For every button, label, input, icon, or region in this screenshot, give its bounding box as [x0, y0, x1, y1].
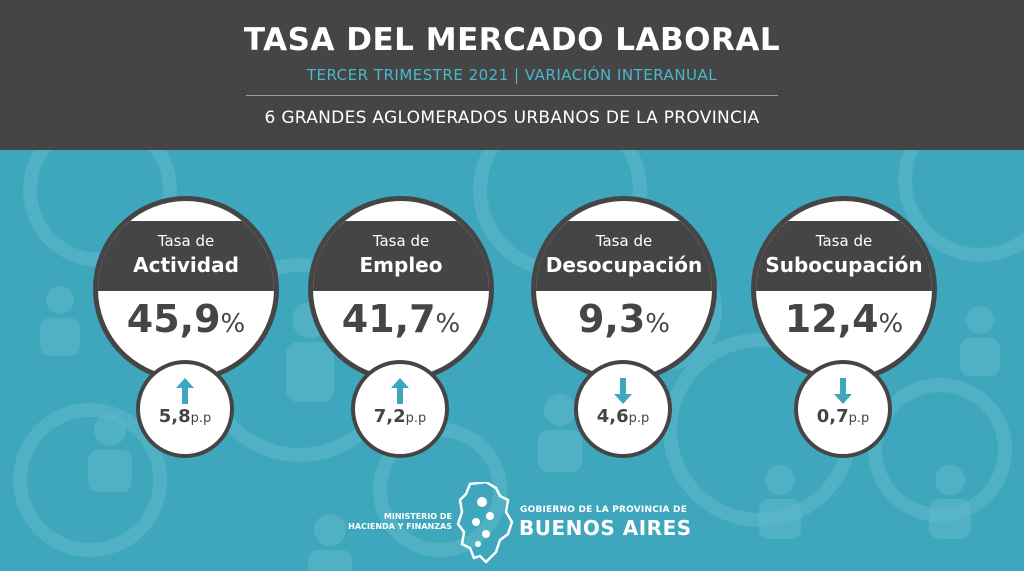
indicator-value-unit: %	[645, 309, 671, 339]
change-number: 4,6	[596, 406, 629, 427]
change-unit: p.p	[405, 411, 427, 426]
change-number: 7,2	[373, 406, 406, 427]
change-unit: p.p	[848, 411, 870, 426]
indicator-label-prefix: Tasa de	[815, 232, 873, 250]
ministry-line-2: HACIENDA Y FINANZAS	[348, 522, 452, 531]
province-name: BUENOS AIRES	[519, 516, 692, 540]
indicator-label-band: Tasa de Desocupación	[536, 221, 712, 291]
indicator-label: Empleo	[359, 253, 443, 277]
change-number: 5,8	[158, 406, 191, 427]
indicator-value: 12,4%	[756, 297, 932, 341]
change-badge: 5,8p.p	[136, 360, 234, 458]
indicator-card-subocupacion: Tasa de Subocupación 12,4% 0,7p.p	[751, 196, 937, 458]
government-label: GOBIERNO DE LA PROVINCIA DE	[520, 505, 688, 515]
change-unit: p.p	[190, 411, 212, 426]
indicator-value: 41,7%	[313, 297, 489, 341]
indicator-value-number: 45,9	[126, 297, 221, 341]
indicator-card-actividad: Tasa de Actividad 45,9% 5,8p.p	[93, 196, 279, 458]
arrow-down-icon	[834, 378, 852, 404]
province-map-emblem-icon	[456, 482, 514, 564]
indicator-value-unit: %	[878, 309, 904, 339]
indicator-circle: Tasa de Desocupación 9,3%	[531, 196, 717, 382]
change-badge: 0,7p.p	[794, 360, 892, 458]
indicator-label-band: Tasa de Subocupación	[756, 221, 932, 291]
indicator-label: Subocupación	[765, 253, 923, 277]
region-label: 6 GRANDES AGLOMERADOS URBANOS DE LA PROV…	[264, 108, 760, 128]
header-banner: TASA DEL MERCADO LABORAL TERCER TRIMESTR…	[0, 0, 1024, 150]
indicator-value-number: 41,7	[341, 297, 436, 341]
indicator-value-unit: %	[220, 309, 246, 339]
indicator-label-band: Tasa de Empleo	[313, 221, 489, 291]
indicator-label: Actividad	[133, 253, 239, 277]
indicator-value: 45,9%	[98, 297, 274, 341]
page-subtitle: TERCER TRIMESTRE 2021 | VARIACIÓN INTERA…	[306, 66, 718, 84]
header-divider	[246, 95, 778, 96]
indicator-card-empleo: Tasa de Empleo 41,7% 7,2p.p	[308, 196, 494, 458]
change-badge: 7,2p.p	[351, 360, 449, 458]
indicator-value-unit: %	[435, 309, 461, 339]
change-value: 7,2p.p	[355, 406, 445, 427]
arrow-down-icon	[614, 378, 632, 404]
indicator-label-prefix: Tasa de	[157, 232, 215, 250]
indicator-circle: Tasa de Subocupación 12,4%	[751, 196, 937, 382]
change-number: 0,7	[816, 406, 849, 427]
ministry-logo-text: MINISTERIO DE HACIENDA Y FINANZAS	[326, 512, 452, 532]
indicator-label-prefix: Tasa de	[372, 232, 430, 250]
change-unit: p.p	[628, 411, 650, 426]
indicator-card-desocupacion: Tasa de Desocupación 9,3% 4,6p.p	[531, 196, 717, 458]
change-value: 5,8p.p	[140, 406, 230, 427]
indicator-label-band: Tasa de Actividad	[98, 221, 274, 291]
indicator-label: Desocupación	[545, 253, 703, 277]
indicator-circle: Tasa de Empleo 41,7%	[308, 196, 494, 382]
arrow-up-icon	[176, 378, 194, 404]
page-title: TASA DEL MERCADO LABORAL	[243, 22, 781, 58]
change-value: 4,6p.p	[578, 406, 668, 427]
change-badge: 4,6p.p	[574, 360, 672, 458]
indicator-value: 9,3%	[536, 297, 712, 341]
arrow-up-icon	[391, 378, 409, 404]
ministry-line-1: MINISTERIO DE	[383, 512, 452, 521]
indicator-value-number: 12,4	[784, 297, 879, 341]
indicator-value-number: 9,3	[577, 297, 646, 341]
change-value: 0,7p.p	[798, 406, 888, 427]
indicator-label-prefix: Tasa de	[595, 232, 653, 250]
indicator-circle: Tasa de Actividad 45,9%	[93, 196, 279, 382]
